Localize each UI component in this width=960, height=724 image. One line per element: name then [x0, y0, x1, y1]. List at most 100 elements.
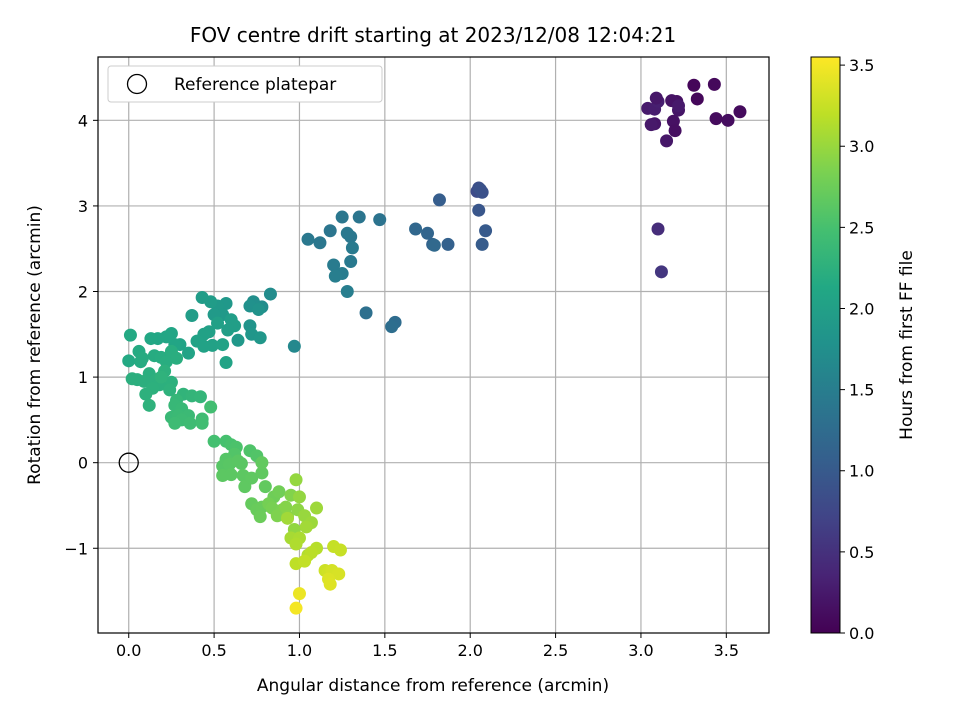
data-point [255, 466, 269, 480]
data-point [301, 232, 315, 246]
reference-marker [118, 452, 139, 473]
colorbar-tick-label: 3.5 [849, 56, 874, 75]
data-point [340, 285, 354, 299]
data-point [323, 224, 337, 238]
data-point [197, 339, 211, 353]
legend-marker [126, 73, 148, 95]
data-point [359, 306, 373, 320]
data-point [270, 509, 284, 523]
data-point [672, 99, 686, 113]
y-tick-label: 2 [78, 283, 88, 302]
data-point [687, 78, 701, 92]
x-tick-label: 2.0 [457, 641, 482, 660]
data-point [345, 241, 359, 255]
data-point [707, 77, 721, 91]
data-point [193, 390, 207, 404]
reference-point [118, 452, 139, 473]
data-point [690, 92, 704, 106]
data-point [183, 416, 197, 430]
data-point [204, 400, 218, 414]
data-point [258, 480, 272, 494]
x-tick-label: 2.5 [543, 641, 568, 660]
colorbar-tick-label: 1.5 [849, 381, 874, 400]
data-point [163, 383, 177, 397]
colorbar-ticks: 0.0 0.5 1.0 1.5 2.0 2.5 3.0 3.5 [840, 56, 874, 643]
data-point [733, 105, 747, 119]
data-point [123, 328, 137, 342]
data-point [644, 118, 658, 132]
y-tick-label: −1 [64, 539, 88, 558]
data-point [135, 351, 149, 365]
colorbar-tick-label: 0.5 [849, 543, 874, 562]
data-point [185, 308, 199, 322]
data-point [654, 265, 668, 279]
data-point [181, 346, 195, 360]
data-point [340, 226, 354, 240]
colorbar: 0.0 0.5 1.0 1.5 2.0 2.5 3.0 3.5 Hours from firs… [810, 56, 917, 643]
data-point [335, 210, 349, 224]
chart-title: FOV centre drift starting at 2023/12/08 … [190, 23, 676, 47]
data-point [668, 124, 682, 138]
data-point [649, 91, 663, 105]
data-point [253, 510, 267, 524]
legend-box [107, 65, 383, 103]
data-point [168, 416, 182, 430]
data-point [289, 601, 303, 615]
data-point [292, 490, 306, 504]
x-tick-label: 0.0 [116, 641, 141, 660]
data-points [122, 77, 747, 615]
data-point [332, 567, 346, 581]
legend-label: Reference platepar [174, 75, 336, 95]
x-tick-label: 3.0 [628, 641, 653, 660]
data-point [289, 473, 303, 487]
data-point [207, 434, 221, 448]
data-point [122, 354, 136, 368]
data-point [475, 185, 489, 199]
data-point [281, 511, 295, 525]
x-tick-label: 0.5 [201, 641, 226, 660]
data-point [154, 370, 168, 384]
y-tick-label: 4 [78, 111, 88, 130]
data-point [219, 356, 233, 370]
colorbar-tick-label: 0.0 [849, 624, 874, 643]
data-point [142, 398, 156, 412]
data-point [298, 554, 312, 568]
data-point [409, 222, 423, 236]
data-point [195, 290, 209, 304]
data-point [475, 237, 489, 251]
data-point [385, 320, 399, 334]
data-point [221, 323, 235, 337]
x-tick-label: 1.0 [287, 641, 312, 660]
data-point [292, 587, 306, 601]
data-point [125, 372, 139, 386]
data-point [709, 112, 723, 126]
x-axis-ticks: 0.0 0.5 1.0 1.5 2.0 2.5 3.0 3.5 [116, 633, 739, 660]
data-point [427, 238, 441, 252]
colorbar-tick-label: 2.5 [849, 218, 874, 237]
y-axis-label: Rotation from reference (arcmin) [25, 205, 45, 485]
data-point [299, 520, 313, 534]
data-point [195, 416, 209, 430]
data-point [224, 468, 238, 482]
data-point [253, 331, 267, 345]
data-point [327, 258, 341, 272]
data-point [310, 501, 324, 515]
colorbar-tick-label: 3.0 [849, 137, 874, 156]
data-point [660, 134, 674, 148]
y-tick-label: 3 [78, 197, 88, 216]
data-point [441, 237, 455, 251]
y-tick-label: 0 [78, 454, 88, 473]
data-point [328, 269, 342, 283]
data-point [287, 339, 301, 353]
plot-frame [97, 56, 770, 634]
data-point [432, 193, 446, 207]
data-point [144, 332, 158, 346]
data-point [352, 210, 366, 224]
data-point [231, 454, 245, 468]
data-point [255, 456, 269, 470]
colorbar-tick-label: 1.0 [849, 462, 874, 481]
colorbar-gradient [810, 56, 841, 634]
data-point [721, 113, 735, 127]
